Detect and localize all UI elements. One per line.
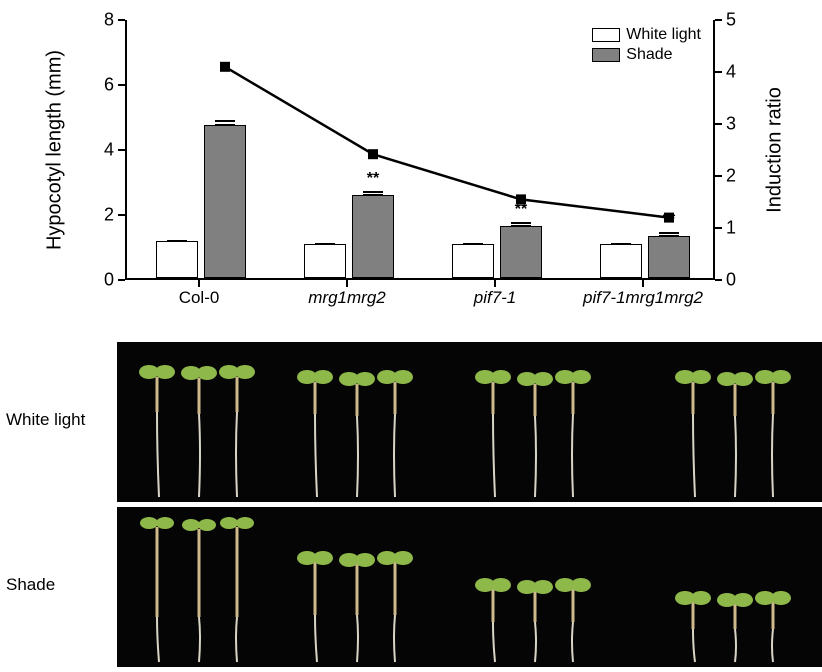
y-tick [715, 175, 722, 177]
y-label: 4 [80, 140, 114, 161]
photo-panels [97, 342, 817, 662]
y-tick [715, 123, 722, 125]
seedling-group-triple [675, 370, 791, 497]
seedling-group-mrg-shade [297, 551, 413, 662]
y-label: 4 [726, 62, 760, 83]
seedling-group-pif7-shade [475, 578, 591, 662]
legend-label: White light [626, 26, 701, 44]
seedlings-white-light [117, 342, 822, 502]
y-label: 2 [80, 205, 114, 226]
y-tick [118, 149, 125, 151]
seedlings-shade [117, 507, 822, 667]
plot-box: ** ** ** [125, 20, 715, 280]
x-tick [494, 280, 496, 287]
y-label: 2 [726, 166, 760, 187]
y-label: 1 [726, 218, 760, 239]
y-label: 3 [726, 114, 760, 135]
y-tick [118, 19, 125, 21]
legend-white-light: White light [592, 26, 701, 44]
y-tick [118, 279, 125, 281]
x-label-triple: pif7-1mrg1mrg2 [583, 288, 703, 308]
legend: White light Shade [592, 26, 701, 66]
y-tick [715, 19, 722, 21]
seedling-group-col0 [139, 365, 255, 497]
legend-swatch-white [592, 28, 620, 42]
y-tick [118, 214, 125, 216]
x-label-col0: Col-0 [179, 288, 220, 308]
seedling-group-pif7 [475, 370, 591, 497]
y-label: 6 [80, 75, 114, 96]
y-label: 0 [80, 270, 114, 291]
seedling-group-triple-shade [675, 591, 791, 662]
legend-label: Shade [626, 46, 672, 64]
y-tick [715, 279, 722, 281]
x-tick [198, 280, 200, 287]
y-tick [715, 71, 722, 73]
x-tick [346, 280, 348, 287]
figure-root: Hypocotyl length (mm) Induction ratio ** [0, 0, 822, 672]
photo-label-white-light: White light [6, 410, 85, 430]
photo-row-white-light [117, 342, 822, 502]
legend-shade: Shade [592, 46, 701, 64]
x-label-pif7: pif7-1 [474, 288, 517, 308]
x-label-mrg: mrg1mrg2 [308, 288, 385, 308]
y-axis-right-title: Induction ratio [764, 87, 787, 213]
photo-label-shade: Shade [6, 575, 55, 595]
legend-swatch-grey [592, 48, 620, 62]
seedling-group-mrg [297, 370, 413, 497]
chart-area: Hypocotyl length (mm) Induction ratio ** [80, 10, 780, 320]
y-label: 5 [726, 10, 760, 31]
seedling-group-col0-shade [140, 517, 254, 662]
photo-row-shade [117, 507, 822, 667]
y-tick [715, 227, 722, 229]
y-tick [118, 84, 125, 86]
y-label: 8 [80, 10, 114, 31]
x-tick [642, 280, 644, 287]
y-axis-left-title: Hypocotyl length (mm) [44, 50, 67, 250]
y-label: 0 [726, 270, 760, 291]
